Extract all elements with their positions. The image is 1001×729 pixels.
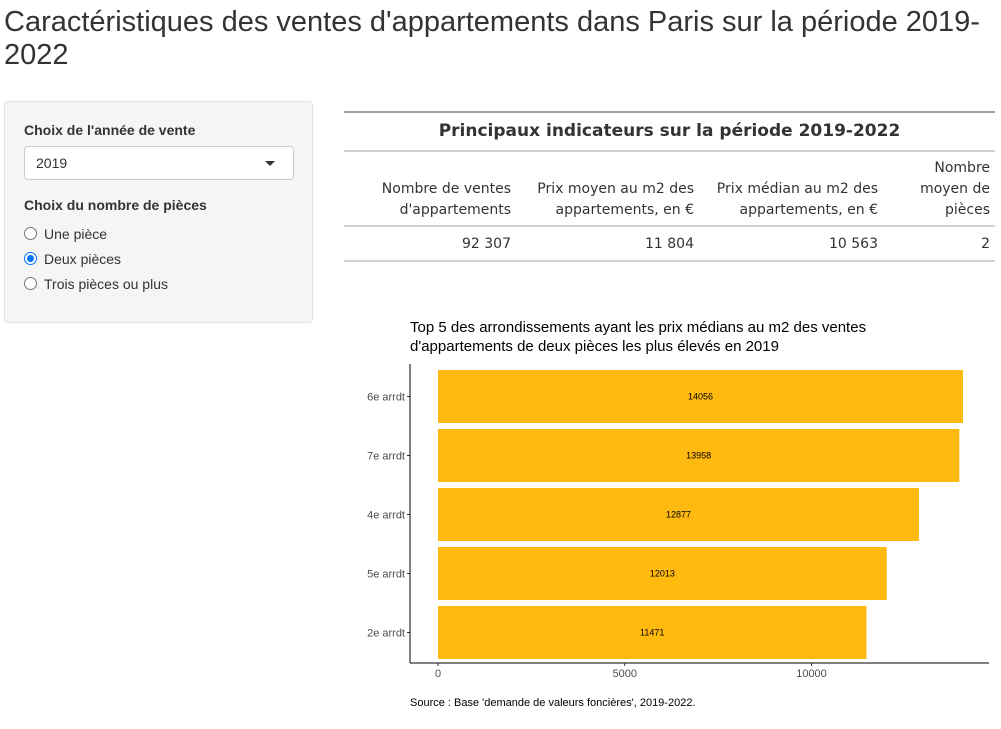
radio-option-trois-pieces[interactable]: Trois pièces ou plus <box>24 271 293 296</box>
x-tick-label: 10000 <box>796 668 827 680</box>
header-prix-median: Prix médian au m2 des appartements, en € <box>699 152 883 227</box>
radio-button[interactable] <box>24 227 37 240</box>
bar-2e-arrdt <box>438 606 867 659</box>
data-label: 12013 <box>650 569 675 579</box>
data-label: 12877 <box>666 510 691 520</box>
bar-5e-arrdt <box>438 547 887 600</box>
sidebar-panel: Choix de l'année de vente 2019 Choix du … <box>4 101 313 323</box>
chevron-down-icon <box>265 161 275 166</box>
x-tick-label: 0 <box>435 668 441 680</box>
radio-option-deux-pieces[interactable]: Deux pièces <box>24 246 293 271</box>
x-tick-label: 5000 <box>613 668 637 680</box>
header-nombre-ventes: Nombre de ventes d'appartements <box>344 152 516 227</box>
radio-option-une-piece[interactable]: Une pièce <box>24 221 293 246</box>
data-label: 14056 <box>688 392 713 402</box>
bar-4e-arrdt <box>438 488 919 541</box>
year-select-label: Choix de l'année de vente <box>24 122 196 138</box>
year-select-value: 2019 <box>36 155 68 171</box>
table-row: 92 307 11 804 10 563 2 <box>344 226 995 262</box>
bar-chart: Top 5 des arrondissements ayant les prix… <box>344 312 995 717</box>
y-tick-label: 5e arrdt <box>367 569 405 581</box>
cell-nombre-ventes: 92 307 <box>344 226 516 262</box>
header-nombre-pieces: Nombre moyen de pièces <box>883 152 995 227</box>
radio-button[interactable] <box>24 252 37 265</box>
cell-prix-moyen: 11 804 <box>516 226 699 262</box>
chart-title: Top 5 des arrondissements ayant les prix… <box>410 319 866 355</box>
radio-label: Deux pièces <box>44 250 122 267</box>
radio-button[interactable] <box>24 277 37 290</box>
cell-prix-median: 10 563 <box>699 226 883 262</box>
indicators-table-caption: Principaux indicateurs sur la période 20… <box>344 111 995 152</box>
y-tick-label: 2e arrdt <box>367 628 405 640</box>
rooms-radio-label: Choix du nombre de pièces <box>24 197 207 213</box>
indicators-table: Principaux indicateurs sur la période 20… <box>344 111 995 262</box>
page-title: Caractéristiques des ventes d'appartemen… <box>4 6 980 71</box>
bar-6e-arrdt <box>438 370 963 423</box>
radio-label: Une pièce <box>44 225 108 242</box>
table-header-row: Nombre de ventes d'appartements Prix moy… <box>344 152 995 227</box>
rooms-radio-group: Choix du nombre de pièces Une pièce Deux… <box>24 197 293 296</box>
bar-7e-arrdt <box>438 429 960 482</box>
header-prix-moyen: Prix moyen au m2 des appartements, en € <box>516 152 699 227</box>
year-select[interactable]: 2019 <box>24 146 294 180</box>
data-label: 11471 <box>640 628 664 638</box>
y-tick-label: 7e arrdt <box>367 451 405 463</box>
bar-chart-svg: Top 5 des arrondissements ayant les prix… <box>367 319 989 680</box>
cell-nombre-pieces: 2 <box>883 226 995 262</box>
radio-label: Trois pièces ou plus <box>44 275 168 292</box>
source-note: Source : Base 'demande de valeurs fonciè… <box>410 697 696 709</box>
data-label: 13958 <box>686 451 711 461</box>
y-tick-label: 6e arrdt <box>367 392 405 404</box>
y-tick-label: 4e arrdt <box>367 510 405 522</box>
